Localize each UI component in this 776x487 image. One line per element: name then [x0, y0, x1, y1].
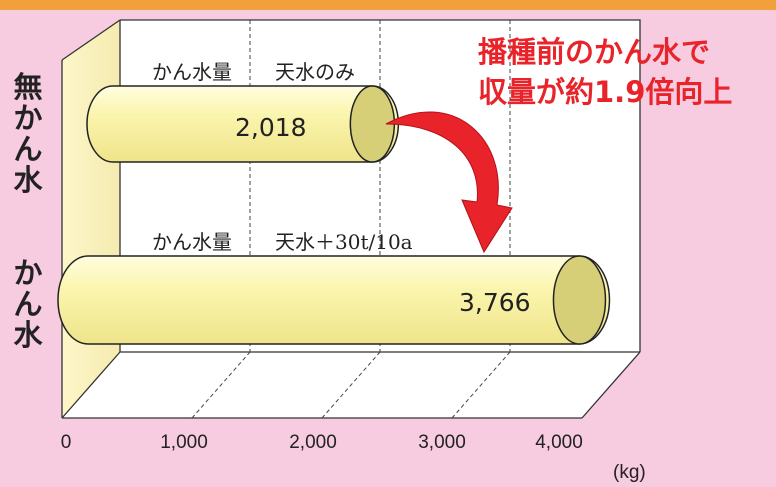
category-label-irrigation: かん水 — [13, 256, 43, 352]
x-tick-label: 3,000 — [418, 432, 466, 453]
bar-value-label: 3,766 — [459, 288, 531, 317]
bar-1 — [57, 255, 611, 345]
floor-gridline — [321, 351, 381, 419]
x-unit-label: (kg) — [613, 462, 646, 483]
x-tick-label: 0 — [60, 432, 72, 453]
top-accent-strip — [0, 0, 776, 10]
bar-0 — [86, 85, 400, 163]
x-tick-label: 1,000 — [160, 432, 208, 453]
floor-gridline — [451, 351, 511, 419]
bar-annotation-detail: 天水＋30t/10a — [275, 230, 413, 254]
callout-text: 播種前のかん水で 収量が約1.9倍向上 — [478, 35, 733, 109]
bar-annotation-label: かん水量 — [152, 60, 232, 84]
comparison-arrow — [385, 111, 513, 254]
x-tick-label: 2,000 — [289, 432, 337, 453]
left-wall — [62, 20, 120, 418]
bar-annotation-label: かん水量 — [152, 230, 232, 254]
x-tick-label: 4,000 — [535, 432, 583, 453]
bar-value-label: 2,018 — [235, 113, 307, 142]
floor-gridline — [191, 351, 251, 419]
category-label-no-irrigation: 無かん水 — [13, 70, 43, 197]
bar-end-cap — [552, 255, 607, 345]
bar-annotation-detail: 天水のみ — [275, 60, 355, 84]
